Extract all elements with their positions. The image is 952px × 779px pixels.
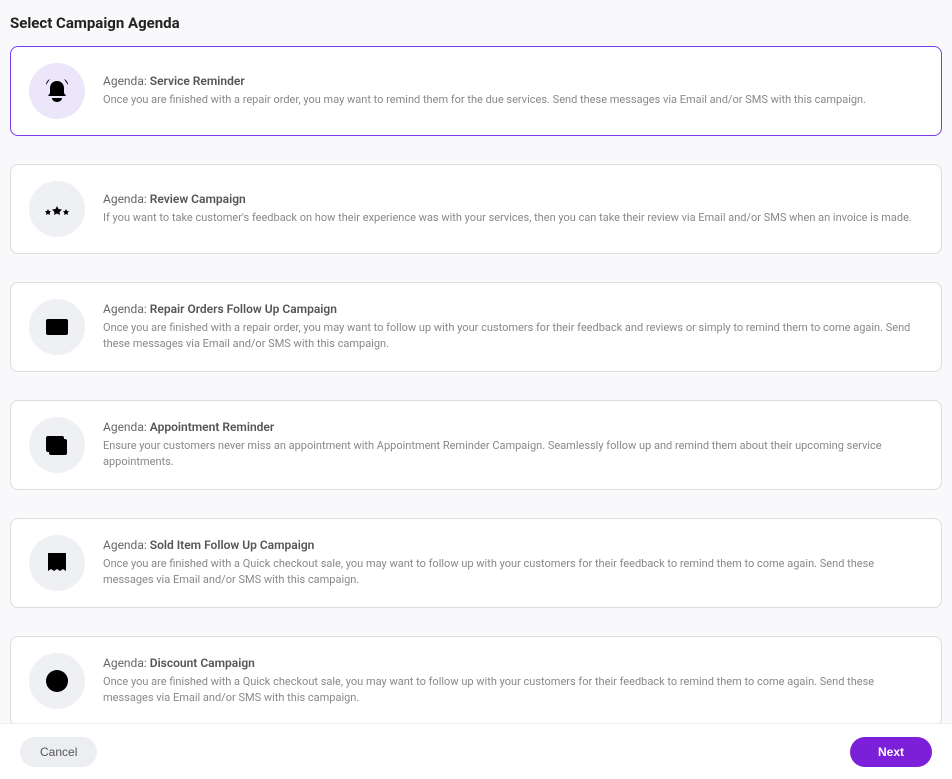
agenda-title-text: Sold Item Follow Up Campaign [150,538,315,552]
receipt-icon [29,535,85,591]
agenda-text: Agenda: Discount Campaign Once you are fi… [103,656,923,707]
agenda-description: Once you are finished with a repair orde… [103,92,923,109]
agenda-text: Agenda: Service Reminder Once you are fin… [103,74,923,109]
list-icon [29,299,85,355]
agenda-label-prefix: Agenda: [103,302,147,316]
agenda-card-discount-campaign[interactable]: Agenda: Discount Campaign Once you are fi… [10,636,942,726]
stars-icon [29,181,85,237]
footer-bar: Cancel Next [0,723,952,779]
agenda-description: Once you are finished with a Quick check… [103,674,923,707]
agenda-title-text: Discount Campaign [150,656,255,670]
agenda-text: Agenda: Appointment Reminder Ensure your … [103,420,923,471]
agenda-title: Agenda: Repair Orders Follow Up Campaign [103,302,923,316]
agenda-title-text: Repair Orders Follow Up Campaign [150,302,337,316]
agenda-card-sold-item-followup[interactable]: Agenda: Sold Item Follow Up Campaign Once… [10,518,942,608]
agenda-title: Agenda: Appointment Reminder [103,420,923,434]
agenda-description: If you want to take customer's feedback … [103,210,923,227]
agenda-label-prefix: Agenda: [103,192,147,206]
page-title: Select Campaign Agenda [0,0,952,46]
agenda-title: Agenda: Discount Campaign [103,656,923,670]
agenda-label-prefix: Agenda: [103,538,147,552]
agenda-description: Ensure your customers never miss an appo… [103,438,923,471]
agenda-title-text: Review Campaign [150,192,246,206]
agenda-text: Agenda: Sold Item Follow Up Campaign Once… [103,538,923,589]
agenda-title-text: Appointment Reminder [150,420,274,434]
agenda-text: Agenda: Repair Orders Follow Up Campaign… [103,302,923,353]
cancel-button[interactable]: Cancel [20,737,97,767]
agenda-text: Agenda: Review Campaign If you want to ta… [103,192,923,227]
agenda-description: Once you are finished with a repair orde… [103,320,923,353]
agenda-title: Agenda: Sold Item Follow Up Campaign [103,538,923,552]
agenda-description: Once you are finished with a Quick check… [103,556,923,589]
agenda-card-appointment-reminder[interactable]: Agenda: Appointment Reminder Ensure your … [10,400,942,490]
agenda-card-service-reminder[interactable]: Agenda: Service Reminder Once you are fin… [10,46,942,136]
bell-icon [29,63,85,119]
calendar-icon [29,417,85,473]
agenda-card-repair-followup[interactable]: Agenda: Repair Orders Follow Up Campaign… [10,282,942,372]
dollar-icon [29,653,85,709]
agenda-title: Agenda: Review Campaign [103,192,923,206]
next-button[interactable]: Next [850,737,932,767]
agenda-label-prefix: Agenda: [103,420,147,434]
agenda-list: Agenda: Service Reminder Once you are fin… [0,46,952,766]
agenda-label-prefix: Agenda: [103,656,147,670]
agenda-label-prefix: Agenda: [103,74,147,88]
agenda-card-review-campaign[interactable]: Agenda: Review Campaign If you want to ta… [10,164,942,254]
agenda-title-text: Service Reminder [150,74,245,88]
agenda-title: Agenda: Service Reminder [103,74,923,88]
